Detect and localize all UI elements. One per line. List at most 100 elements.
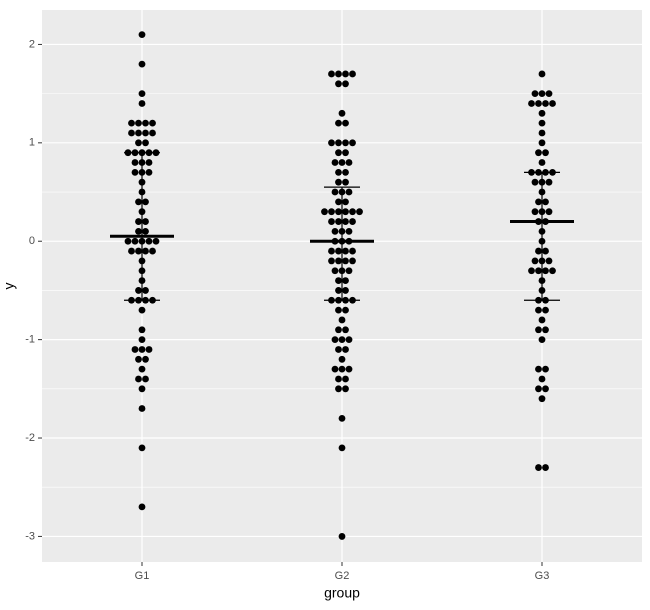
dot [345, 188, 353, 196]
dot [342, 306, 349, 314]
dot [538, 139, 546, 147]
dot [138, 336, 146, 344]
dot [531, 90, 539, 98]
dot [335, 198, 342, 206]
dot [342, 257, 349, 265]
dot [542, 365, 549, 373]
dot [142, 227, 149, 235]
dot [331, 159, 339, 166]
dot [335, 80, 342, 88]
dot [335, 149, 342, 157]
dot [135, 247, 142, 255]
dot [335, 208, 342, 216]
dot [328, 257, 335, 265]
dot [542, 198, 549, 206]
dot [538, 109, 546, 117]
dot [128, 129, 135, 137]
dot [335, 346, 342, 353]
dot [342, 277, 349, 284]
dot [535, 326, 542, 334]
dot [142, 355, 149, 363]
dot [535, 247, 542, 255]
dot [135, 287, 142, 294]
dot [538, 395, 546, 403]
dot [528, 100, 535, 107]
dot [345, 336, 353, 344]
dot [338, 316, 346, 324]
dot [531, 208, 539, 216]
dot [138, 326, 146, 334]
dot [535, 464, 542, 471]
dot [335, 385, 342, 393]
dot [342, 346, 349, 353]
dot [542, 247, 549, 255]
dot [342, 326, 349, 334]
dot [342, 198, 349, 206]
dot [135, 218, 142, 225]
dot [531, 257, 539, 265]
dot [545, 90, 553, 98]
dot [131, 346, 139, 353]
dot [135, 227, 142, 235]
dot [335, 306, 342, 314]
dot [338, 355, 346, 363]
dot [345, 159, 353, 166]
dot [328, 70, 335, 78]
dot [152, 237, 160, 245]
dot [535, 198, 542, 206]
dot [538, 375, 546, 383]
dot [335, 119, 342, 127]
dot [138, 385, 146, 393]
dot [535, 385, 542, 393]
dot [342, 139, 349, 147]
dot [335, 168, 342, 176]
dot [331, 336, 339, 344]
dot [338, 159, 346, 166]
dot [342, 70, 349, 78]
dot [145, 168, 153, 176]
dot [138, 306, 146, 314]
dot [138, 346, 146, 353]
dot [549, 100, 556, 107]
dot [342, 375, 349, 383]
dot [349, 218, 356, 225]
dot [338, 444, 346, 452]
dot [331, 267, 339, 275]
dot [345, 365, 353, 373]
y-tick-label: -3 [25, 530, 35, 542]
dot [135, 139, 142, 147]
dot [135, 355, 142, 363]
dot [531, 178, 539, 186]
dot [331, 188, 339, 196]
dot [342, 287, 349, 294]
dot [538, 129, 546, 137]
dot [138, 444, 146, 452]
dot [335, 257, 342, 265]
dot [142, 139, 149, 147]
dot [535, 100, 542, 107]
y-tick-label: 2 [29, 38, 35, 50]
x-tick-label: G3 [535, 570, 550, 582]
dot [349, 139, 356, 147]
dot [338, 365, 346, 373]
dot [124, 237, 132, 245]
dot [542, 464, 549, 471]
dot [542, 100, 549, 107]
dot [138, 90, 146, 98]
dot [142, 198, 149, 206]
dot [342, 247, 349, 255]
dot [335, 218, 342, 225]
dot [128, 119, 135, 127]
dot [542, 385, 549, 393]
dot [135, 129, 142, 137]
dot [145, 159, 153, 166]
x-tick-label: G1 [135, 570, 150, 582]
dot [349, 208, 356, 216]
dot [345, 227, 353, 235]
dot [128, 247, 135, 255]
dot [135, 119, 142, 127]
dot [135, 375, 142, 383]
dot [545, 257, 553, 265]
dot [131, 159, 139, 166]
dot [538, 336, 546, 344]
